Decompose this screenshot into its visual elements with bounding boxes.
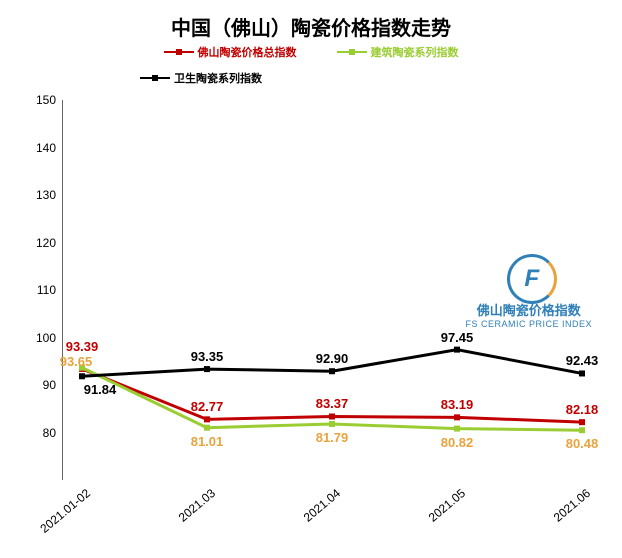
data-label-total: 82.77: [191, 399, 224, 414]
y-tick-label: 110: [37, 283, 56, 297]
x-tick-label: 2021.06: [542, 486, 593, 532]
y-tick-label: 100: [36, 331, 56, 345]
data-label-sanitary: 97.45: [441, 330, 474, 345]
data-label-total: 93.39: [66, 339, 99, 354]
data-label-sanitary: 91.84: [84, 382, 117, 397]
legend-item-total: 佛山陶瓷价格总指数: [164, 44, 297, 60]
series-marker-sanitary: [204, 366, 210, 372]
legend-item-sanitary: 卫生陶瓷系列指数: [0, 70, 622, 86]
legend-swatch-sanitary: [140, 77, 170, 79]
legend: 佛山陶瓷价格总指数 建筑陶瓷系列指数 卫生陶瓷系列指数: [0, 44, 622, 86]
data-label-total: 83.37: [316, 396, 349, 411]
chart-title: 中国（佛山）陶瓷价格指数走势: [0, 12, 622, 41]
data-label-total: 82.18: [566, 402, 599, 417]
y-tick-label: 90: [43, 378, 56, 392]
data-label-sanitary: 92.90: [316, 351, 349, 366]
y-tick-label: 130: [36, 188, 56, 202]
series-marker-total: [329, 413, 335, 419]
x-tick-label: 2021.04: [292, 486, 343, 532]
y-tick-label: 140: [36, 141, 56, 155]
y-tick-label: 80: [43, 426, 56, 440]
legend-swatch-building: [337, 51, 367, 53]
data-label-total: 83.19: [441, 397, 474, 412]
series-marker-building: [329, 421, 335, 427]
data-label-building: 80.48: [566, 436, 599, 451]
series-marker-building: [579, 427, 585, 433]
plot-area: 80901001101201301401502021.01-022021.032…: [62, 100, 602, 480]
data-label-building: 93.65: [60, 354, 93, 369]
legend-label-sanitary: 卫生陶瓷系列指数: [174, 70, 262, 86]
series-marker-building: [454, 426, 460, 432]
data-label-sanitary: 93.35: [191, 349, 224, 364]
series-marker-sanitary: [79, 373, 85, 379]
line-layer: [62, 100, 602, 480]
legend-label-total: 佛山陶瓷价格总指数: [198, 44, 297, 60]
y-tick-label: 150: [36, 93, 56, 107]
legend-label-building: 建筑陶瓷系列指数: [371, 44, 459, 60]
x-tick-label: 2021.03: [167, 486, 218, 532]
y-tick-label: 120: [36, 236, 56, 250]
series-marker-sanitary: [329, 368, 335, 374]
data-label-building: 81.01: [191, 434, 224, 449]
data-label-building: 80.82: [441, 435, 474, 450]
ceramic-price-index-chart: 中国（佛山）陶瓷价格指数走势 佛山陶瓷价格总指数 建筑陶瓷系列指数 卫生陶瓷系列…: [0, 0, 622, 558]
series-marker-building: [204, 425, 210, 431]
data-label-sanitary: 92.43: [566, 353, 599, 368]
series-marker-sanitary: [579, 370, 585, 376]
series-marker-total: [454, 414, 460, 420]
data-label-building: 81.79: [316, 430, 349, 445]
x-tick-label: 2021.05: [417, 486, 468, 532]
legend-item-building: 建筑陶瓷系列指数: [337, 44, 459, 60]
x-tick-label: 2021.01-02: [26, 486, 93, 546]
series-marker-sanitary: [454, 347, 460, 353]
legend-swatch-total: [164, 51, 194, 53]
series-marker-total: [204, 416, 210, 422]
series-marker-total: [579, 419, 585, 425]
